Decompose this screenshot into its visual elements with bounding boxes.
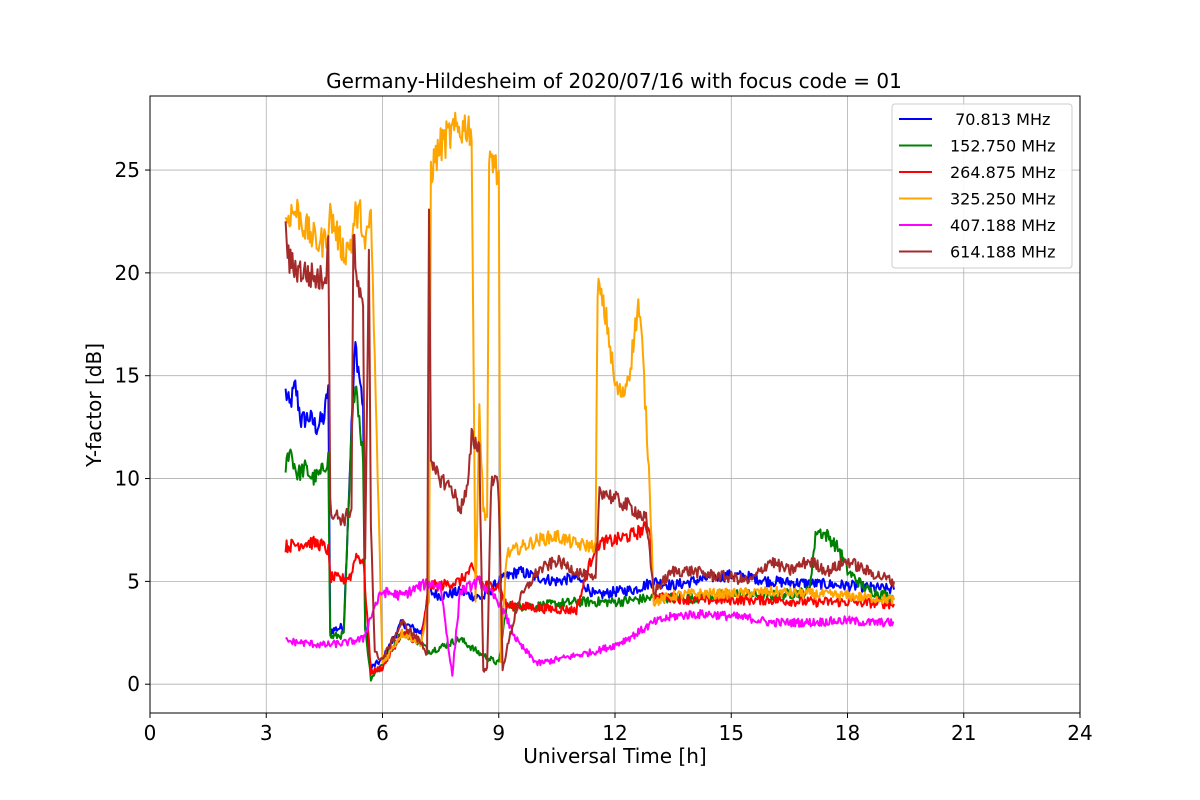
x-tick-label: 15 <box>719 721 744 745</box>
series-line-4 <box>285 575 894 677</box>
y-tick-label: 20 <box>115 261 140 285</box>
y-tick-label: 0 <box>127 672 140 696</box>
y-axis-label: Y-factor [dB] <box>82 343 106 468</box>
x-tick-label: 12 <box>602 721 627 745</box>
series-layer <box>284 111 895 682</box>
legend-label-3: 325.250 MHz <box>950 190 1055 209</box>
y-axis-ticks: 0 5 10 15 20 25 <box>115 158 150 696</box>
x-axis-label: Universal Time [h] <box>523 744 706 768</box>
x-tick-label: 9 <box>492 721 505 745</box>
legend-label-0: 70.813 MHz <box>950 110 1050 129</box>
legend-label-4: 407.188 MHz <box>950 216 1055 235</box>
x-tick-label: 3 <box>260 721 273 745</box>
y-tick-label: 15 <box>115 364 140 388</box>
y-tick-label: 25 <box>115 158 140 182</box>
legend: 70.813 MHz 152.750 MHz 264.875 MHz 325.250 … <box>891 103 1073 269</box>
legend-box <box>891 103 1073 269</box>
x-axis-ticks: 0 3 6 9 12 15 18 21 24 <box>144 713 1093 745</box>
legend-label-1: 152.750 MHz <box>950 137 1055 156</box>
series-line-5 <box>284 208 895 673</box>
legend-label-5: 614.188 MHz <box>950 243 1055 262</box>
x-tick-label: 18 <box>835 721 860 745</box>
series-line-2 <box>284 521 895 675</box>
x-tick-label: 21 <box>951 721 976 745</box>
legend-label-2: 264.875 MHz <box>950 163 1055 182</box>
x-tick-label: 0 <box>144 721 157 745</box>
series-line-3 <box>284 111 895 665</box>
y-tick-label: 5 <box>127 569 140 593</box>
y-tick-label: 10 <box>115 467 140 491</box>
x-tick-label: 24 <box>1067 721 1092 745</box>
series-line-0 <box>284 341 895 669</box>
x-tick-label: 6 <box>376 721 389 745</box>
chart-title: Germany-Hildesheim of 2020/07/16 with fo… <box>326 69 902 93</box>
